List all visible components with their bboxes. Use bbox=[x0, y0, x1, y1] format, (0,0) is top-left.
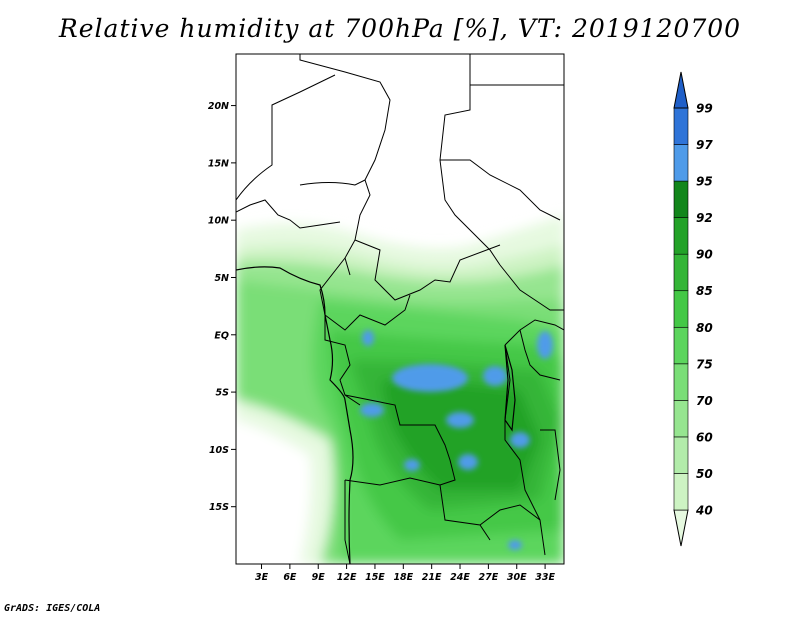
lat-tick-label: 15N bbox=[208, 158, 229, 169]
colorbar-segment bbox=[673, 326, 689, 365]
lon-tick-label: 18E bbox=[393, 572, 413, 583]
lon-tick-label: 12E bbox=[337, 572, 357, 583]
colorbar-segment bbox=[673, 217, 689, 255]
lon-tick-label: 24E bbox=[450, 572, 470, 583]
lat-tick-label: 10N bbox=[208, 216, 229, 227]
colorbar: 40 50 60 70 75 80 85 90 92 95 97 99 bbox=[673, 71, 713, 547]
lon-tick-label: 30E bbox=[507, 572, 527, 583]
map-frame bbox=[235, 53, 565, 565]
colorbar-lower-arrow bbox=[673, 509, 689, 547]
colorbar-segment bbox=[673, 473, 689, 511]
colorbar-segment bbox=[673, 363, 689, 401]
colorbar-label: 85 bbox=[696, 284, 713, 298]
colorbar-label: 80 bbox=[696, 321, 713, 335]
colorbar-label: 99 bbox=[696, 102, 713, 116]
colorbar-label: 60 bbox=[696, 430, 713, 444]
lon-tick-label: 9E bbox=[312, 572, 326, 583]
credit-text: GrADS: IGES/COLA bbox=[4, 603, 101, 614]
colorbar-segment bbox=[673, 107, 689, 145]
lat-tick-label: 20N bbox=[208, 101, 229, 112]
lon-tick-label: 15E bbox=[365, 572, 385, 583]
humidity-field bbox=[236, 54, 564, 564]
latitude-axis: 20N 15N 10N 5N EQ 5S 10S 15S bbox=[208, 101, 236, 513]
lat-tick-label: 10S bbox=[209, 445, 229, 456]
colorbar-label: 95 bbox=[696, 175, 713, 189]
lon-tick-label: 33E bbox=[535, 572, 555, 583]
colorbar-segment bbox=[673, 436, 689, 474]
colorbar-segment bbox=[673, 180, 689, 218]
colorbar-label: 50 bbox=[696, 467, 713, 481]
lon-tick-label: 27E bbox=[479, 572, 499, 583]
colorbar-upper-arrow bbox=[673, 71, 689, 109]
colorbar-segment bbox=[673, 290, 689, 328]
lat-tick-label: EQ bbox=[214, 330, 229, 341]
lon-tick-label: 3E bbox=[255, 572, 269, 583]
colorbar-label: 90 bbox=[696, 248, 713, 262]
longitude-axis: 3E 6E 9E 12E 15E 18E 21E 24E 27E 30E 33E bbox=[255, 564, 555, 583]
colorbar-label: 70 bbox=[696, 394, 713, 408]
lat-tick-label: 5N bbox=[214, 273, 229, 284]
colorbar-label: 92 bbox=[696, 211, 713, 225]
colorbar-label: 75 bbox=[696, 357, 713, 371]
lon-tick-label: 6E bbox=[283, 572, 297, 583]
colorbar-label: 40 bbox=[695, 504, 713, 518]
colorbar-segment bbox=[673, 253, 689, 292]
lon-tick-label: 21E bbox=[422, 572, 442, 583]
colorbar-segment bbox=[673, 400, 689, 438]
lat-tick-label: 5S bbox=[216, 388, 230, 399]
lat-tick-label: 15S bbox=[209, 502, 229, 513]
colorbar-label: 97 bbox=[696, 138, 713, 152]
colorbar-segment bbox=[673, 144, 689, 182]
country-borders bbox=[236, 54, 564, 564]
map-title: Relative humidity at 700hPa [%], VT: 201… bbox=[58, 14, 742, 43]
